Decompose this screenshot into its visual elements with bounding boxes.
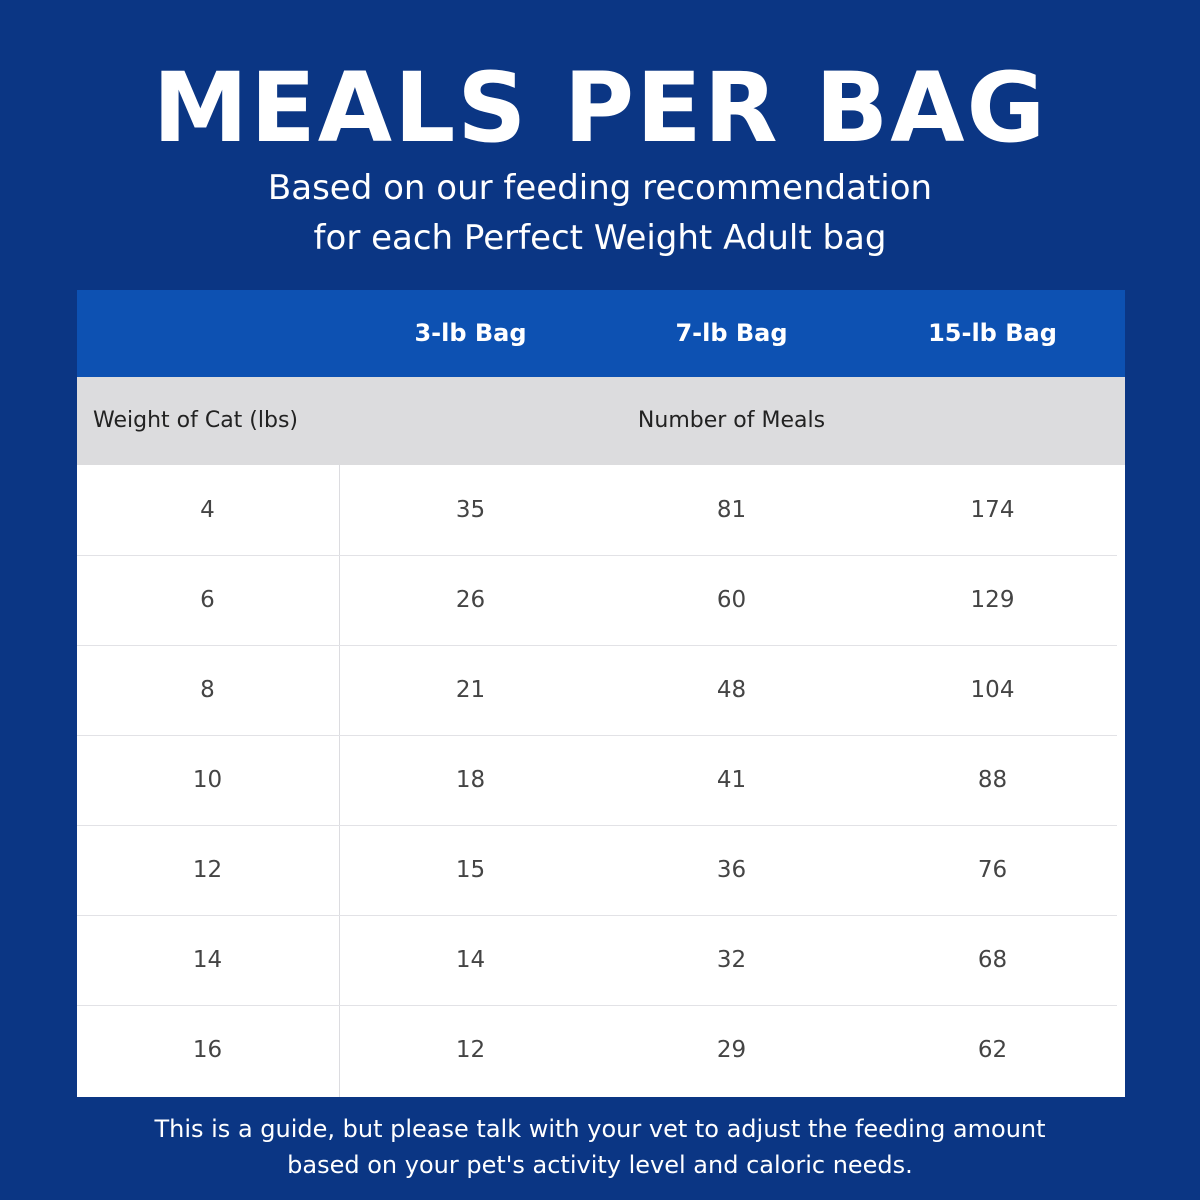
table-cell: 10 bbox=[192, 767, 223, 793]
meals-label: Number of Meals bbox=[637, 408, 826, 433]
table-cell: 4 bbox=[200, 497, 215, 523]
row-divider bbox=[77, 825, 1117, 826]
table-cell: 12 bbox=[455, 1037, 486, 1063]
footer: This is a guide, but please talk with yo… bbox=[154, 1115, 1046, 1143]
table-cell: 41 bbox=[716, 767, 747, 793]
table-cell: 14 bbox=[455, 947, 486, 973]
table-cell: 18 bbox=[455, 767, 486, 793]
table: 3-lb Bag 7-lb Bag 15-lb Bag Weight of Ca… bbox=[77, 290, 1125, 1097]
table-cell: 12 bbox=[192, 857, 223, 883]
column-header: 7-lb Bag bbox=[675, 319, 788, 347]
row-divider bbox=[77, 915, 1117, 916]
row-divider bbox=[77, 645, 1117, 646]
column-header: 15-lb Bag bbox=[928, 319, 1057, 347]
row-divider bbox=[77, 555, 1117, 556]
divider bbox=[339, 465, 340, 1097]
table-cell: 104 bbox=[970, 677, 1015, 703]
weight-label: Weight of Cat (lbs) bbox=[93, 408, 299, 433]
table-cell: 6 bbox=[200, 587, 215, 613]
subtitle: for each Perfect Weight Adult bag bbox=[313, 218, 887, 258]
title: MEALS PER BAG bbox=[152, 52, 1048, 164]
table-cell: 21 bbox=[455, 677, 486, 703]
table-cell: 15 bbox=[455, 857, 486, 883]
footer: based on your pet's activity level and c… bbox=[287, 1151, 913, 1179]
subheader: Weight of Cat (lbs) Number of Meals bbox=[77, 377, 1125, 465]
table-cell: 14 bbox=[192, 947, 223, 973]
table-cell: 88 bbox=[977, 767, 1008, 793]
table-cell: 76 bbox=[977, 857, 1008, 883]
table-cell: 16 bbox=[192, 1037, 223, 1063]
table-cell: 129 bbox=[970, 587, 1015, 613]
table-cell: 68 bbox=[977, 947, 1008, 973]
table-cell: 62 bbox=[977, 1037, 1008, 1063]
table-cell: 26 bbox=[455, 587, 486, 613]
table-cell: 36 bbox=[716, 857, 747, 883]
table-cell: 48 bbox=[716, 677, 747, 703]
row-divider bbox=[77, 1005, 1117, 1006]
table-cell: 174 bbox=[970, 497, 1015, 523]
table-cell: 29 bbox=[716, 1037, 747, 1063]
table-cell: 60 bbox=[716, 587, 747, 613]
table-cell: 8 bbox=[200, 677, 215, 703]
table-cell: 81 bbox=[716, 497, 747, 523]
column-header: 3-lb Bag bbox=[414, 319, 527, 347]
row-divider bbox=[77, 735, 1117, 736]
table-header: 3-lb Bag 7-lb Bag 15-lb Bag bbox=[77, 290, 1125, 377]
subtitle: Based on our feeding recommendation bbox=[267, 168, 933, 208]
table-cell: 35 bbox=[455, 497, 486, 523]
table-cell: 32 bbox=[716, 947, 747, 973]
